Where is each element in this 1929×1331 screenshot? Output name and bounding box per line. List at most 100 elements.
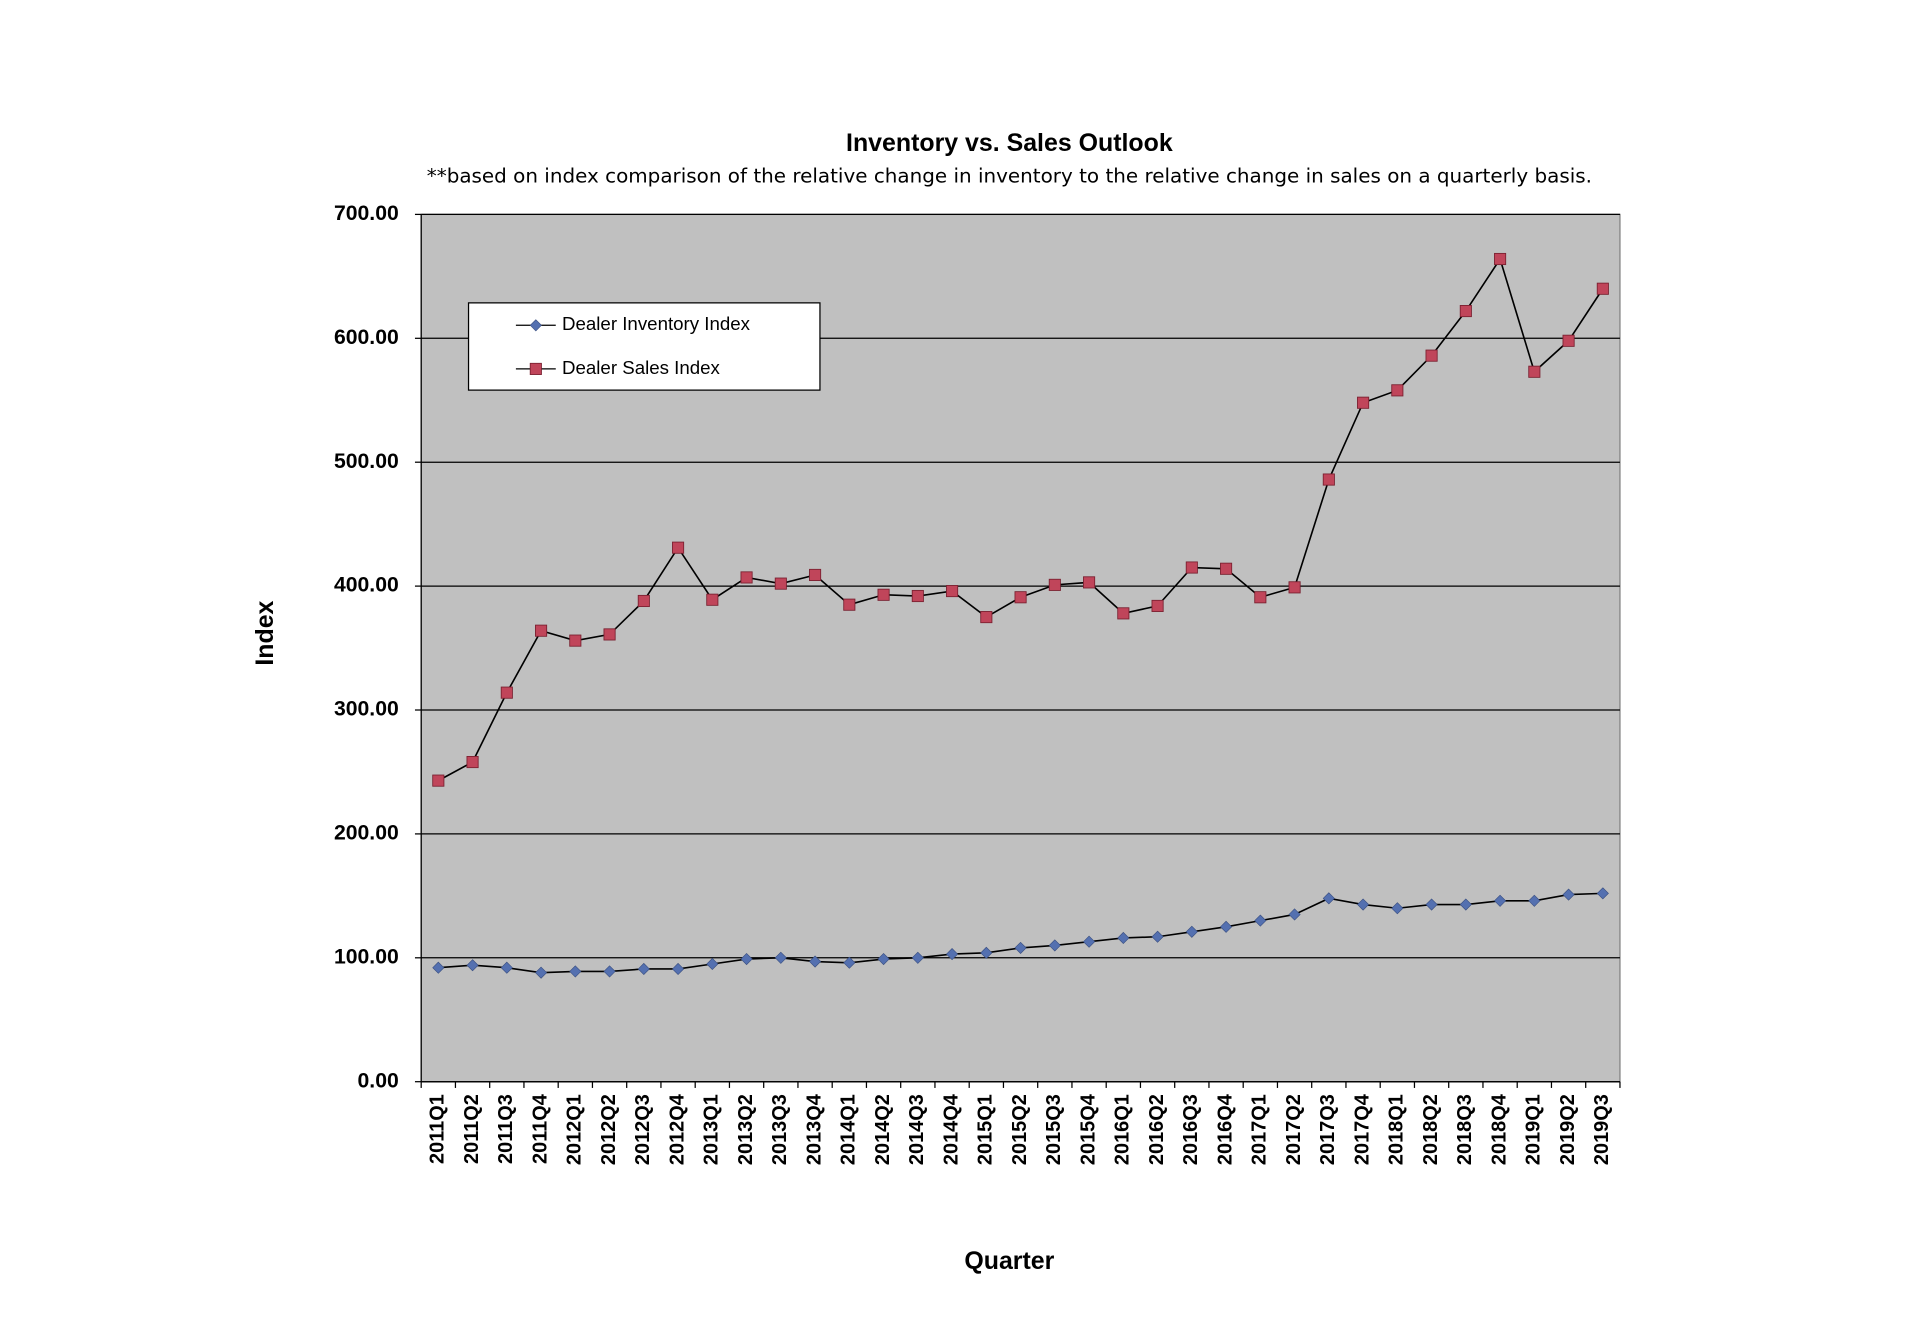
x-tick-label: 2011Q4: [529, 1094, 551, 1164]
data-point: [569, 634, 582, 647]
x-tick-label: 2016Q2: [1146, 1094, 1168, 1165]
x-tick-label: 2016Q3: [1180, 1094, 1202, 1165]
data-point: [980, 611, 993, 624]
x-axis-label: Quarter: [964, 1247, 1054, 1275]
data-point: [1562, 334, 1575, 347]
y-tick-label: 700.00: [334, 202, 399, 225]
data-point: [569, 965, 582, 978]
data-point: [1254, 914, 1267, 927]
data-point: [535, 966, 548, 979]
data-point: [877, 588, 890, 601]
chart-subtitle: **based on index comparison of the relat…: [427, 165, 1592, 188]
data-point: [706, 593, 719, 606]
x-tick-label: 2015Q3: [1043, 1094, 1065, 1165]
data-point: [843, 956, 856, 969]
data-point: [432, 961, 445, 974]
data-point: [1014, 591, 1027, 604]
data-point: [843, 598, 856, 611]
data-point: [1254, 591, 1267, 604]
data-point: [1151, 599, 1164, 612]
x-tick-label: 2013Q3: [769, 1094, 791, 1165]
y-tick-label: 500.00: [334, 450, 399, 473]
x-tick-label: 2015Q1: [975, 1094, 997, 1165]
data-point: [740, 571, 753, 584]
data-point: [1459, 305, 1472, 318]
data-point: [911, 589, 924, 603]
y-tick-label: 300.00: [334, 698, 399, 721]
x-tick-label: 2017Q1: [1249, 1094, 1271, 1165]
x-tick-label: 2019Q1: [1523, 1094, 1545, 1165]
data-point: [1391, 384, 1404, 397]
data-point: [774, 577, 787, 590]
data-point: [672, 962, 685, 976]
data-point: [774, 951, 787, 964]
x-tick-label: 2018Q1: [1386, 1094, 1408, 1165]
x-tick-label: 2014Q4: [940, 1094, 962, 1165]
data-point: [1117, 607, 1130, 620]
y-tick-label: 100.00: [334, 945, 399, 968]
x-tick-label: 2011Q2: [461, 1094, 483, 1164]
legend-box: [467, 302, 821, 391]
data-point: [1220, 920, 1233, 933]
data-point: [1357, 898, 1370, 911]
data-point: [980, 946, 993, 959]
x-tick-label: 2011Q1: [427, 1094, 449, 1164]
data-point: [1425, 898, 1438, 911]
data-point: [946, 585, 959, 598]
x-tick-label: 2017Q2: [1283, 1094, 1305, 1165]
data-point: [432, 774, 445, 787]
y-tick-label: 200.00: [334, 821, 399, 844]
data-point: [466, 959, 479, 972]
data-point: [1357, 396, 1370, 409]
data-point: [1288, 908, 1301, 921]
x-tick-label: 2013Q1: [701, 1094, 723, 1165]
data-point: [1322, 473, 1335, 486]
data-point: [1528, 365, 1541, 378]
y-tick-label: 600.00: [334, 326, 399, 349]
x-tick-label: 2018Q2: [1420, 1094, 1442, 1165]
data-point: [1494, 252, 1507, 266]
data-point: [1425, 349, 1438, 362]
data-point: [637, 962, 650, 976]
data-point: [809, 955, 822, 968]
data-point: [1288, 581, 1301, 594]
legend-label: Dealer Sales Index: [562, 357, 721, 378]
data-point: [1117, 931, 1130, 945]
x-tick-label: 2012Q3: [632, 1094, 654, 1165]
data-point: [706, 957, 719, 971]
x-tick-label: 2018Q4: [1488, 1094, 1510, 1165]
x-tick-label: 2015Q4: [1077, 1094, 1099, 1165]
x-tick-label: 2018Q3: [1454, 1094, 1476, 1165]
data-point: [1391, 902, 1404, 915]
x-tick-label: 2012Q1: [564, 1094, 586, 1165]
data-point: [672, 541, 685, 554]
data-point: [1528, 894, 1541, 907]
data-point: [500, 686, 513, 699]
data-point: [500, 961, 513, 974]
x-tick-label: 2017Q3: [1317, 1094, 1339, 1165]
x-tick-label: 2016Q4: [1214, 1094, 1236, 1165]
data-point: [1596, 887, 1609, 900]
chart-title: Inventory vs. Sales Outlook: [846, 129, 1173, 157]
legend-marker: [529, 319, 542, 332]
x-tick-label: 2019Q3: [1591, 1094, 1613, 1165]
x-tick-label: 2019Q2: [1557, 1094, 1579, 1165]
data-point: [1083, 935, 1096, 948]
x-tick-label: 2013Q4: [803, 1094, 825, 1165]
x-tick-label: 2014Q2: [872, 1094, 894, 1165]
legend-marker: [529, 362, 542, 375]
y-tick-label: 400.00: [334, 574, 399, 597]
data-point: [1048, 939, 1061, 952]
data-point: [877, 952, 890, 966]
data-point: [1459, 898, 1472, 911]
data-point: [1322, 892, 1335, 905]
data-point: [1185, 925, 1198, 938]
data-point: [1596, 282, 1609, 295]
data-point: [535, 624, 548, 637]
x-tick-label: 2012Q4: [666, 1094, 688, 1165]
x-tick-label: 2012Q2: [598, 1094, 620, 1165]
x-tick-label: 2016Q1: [1112, 1094, 1134, 1165]
data-point: [1048, 578, 1061, 591]
data-point: [1014, 941, 1027, 954]
